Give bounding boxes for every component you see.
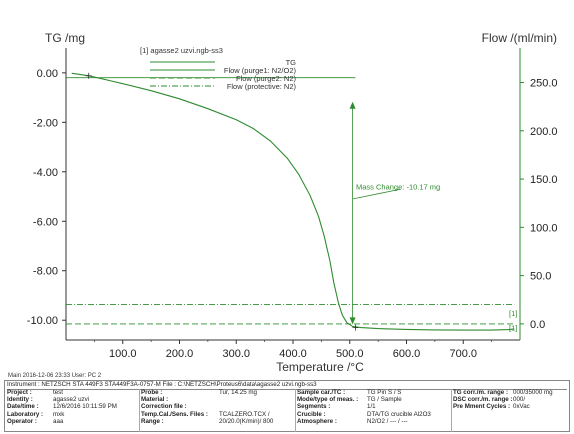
footer-key: Atmosphere :: [297, 417, 337, 425]
footer-line: Crucible : DTA/TG crucible Al2O3: [295, 411, 451, 418]
series-layer: [66, 72, 515, 331]
footer-value: DTA/TG crucible Al2O3: [367, 410, 431, 418]
info-footer: Instrument : NETZSCH STA 449F3 STA449F3A…: [4, 380, 570, 432]
footer-col-project: Project : test Identity : agasse2 uzvi Date/…: [5, 389, 140, 432]
y-right-tick-label: 0.0: [530, 319, 545, 331]
y-right-tick-label: 50.0: [530, 271, 551, 283]
footer-key: Range :: [141, 417, 164, 425]
annotations: Mass Change: -10.17 mg [1] [1]: [349, 101, 517, 333]
y-left-tick-label: 0.00: [37, 68, 58, 80]
footer-line: Pre Mment Cycles :0xVac: [451, 403, 569, 410]
footer-value: 20/20.0(K/min)/ 800: [219, 417, 274, 425]
footer-line: Sample car./TC : TG Pin S / S: [295, 389, 451, 396]
footer-value: 000/: [513, 396, 526, 404]
footer-line: Correction file :: [139, 403, 295, 410]
footer-key: Project :: [7, 389, 32, 396]
footer-value: agasse2 uzvi: [53, 396, 90, 404]
footer-line: Atmosphere : N2/O2 / --- / ---: [295, 418, 451, 425]
footer-key: Probe :: [141, 389, 163, 396]
legend-label: Flow (protective: N2): [227, 82, 297, 91]
footer-line: Date/time : 12/6/2016 10:11:59 PM: [5, 403, 139, 410]
y-left-axis-title: TG /mg: [45, 31, 85, 45]
footer-value: TCALZERO.TCX /: [219, 410, 270, 418]
footer-key: TG corr./m. range :: [453, 389, 509, 396]
footer-key: Laboratory :: [7, 410, 44, 418]
footer-line: TG corr./m. range : 000/35000 mg: [451, 389, 569, 396]
footer-key: DSC corr./m. range :: [453, 396, 513, 404]
x-tick-label: 300.0: [222, 348, 250, 360]
x-tick-label: 200.0: [166, 348, 194, 360]
footer-key: Pre Mment Cycles :: [453, 403, 511, 411]
arrow-head-down: [349, 317, 356, 325]
y-right-tick-label: 200.0: [530, 126, 558, 138]
instrument-row: Instrument : NETZSCH STA 449F3 STA449F3A…: [7, 381, 567, 390]
footer-line: Project : test: [5, 389, 139, 396]
footer-key: Date/time :: [7, 403, 39, 411]
ticks: 100.0 200.0 300.0 400.0 500.0 600.0 700.0 0.00 -…: [27, 68, 558, 360]
footer-line: Range : 20/20.0(K/min)/ 800: [139, 418, 295, 425]
footer-col-corr: TG corr./m. range : 000/35000 mg DSC corr.…: [451, 389, 569, 432]
y-right-tick-label: 250.0: [530, 78, 558, 90]
legend-label: TG: [286, 58, 297, 67]
footer-line: Probe : Tur, 14.25 mg: [139, 389, 295, 396]
x-tick-label: 500.0: [336, 348, 364, 360]
curve-tag-label: [1]: [509, 309, 517, 318]
x-tick-label: 400.0: [279, 348, 307, 360]
x-tick-label: 600.0: [393, 348, 421, 360]
series-line-1: [71, 72, 515, 331]
x-tick-label: 700.0: [449, 348, 477, 360]
y-right-tick-label: 150.0: [530, 174, 558, 186]
y-left-tick-label: -8.00: [33, 266, 58, 278]
main-label: Main 2016-12-06 23:33 User: PC 2: [8, 373, 102, 379]
footer-line: Laboratory : mxk: [5, 411, 139, 418]
footer-value: test: [53, 389, 63, 396]
mass-change-label: Mass Change: -10.17 mg: [356, 183, 440, 192]
x-tick-label: 100.0: [109, 348, 137, 360]
footer-value: TG / Sample: [367, 396, 402, 404]
curve-tag-label: [1]: [509, 324, 517, 333]
footer-line: Identity : agasse2 uzvi: [5, 396, 139, 403]
y-left-tick-label: -2.00: [33, 117, 58, 129]
tg-chart: 100.0 200.0 300.0 400.0 500.0 600.0 700.0 0.00 -…: [8, 31, 558, 379]
footer-value: TG Pin S / S: [367, 389, 402, 396]
footer-value: mxk: [53, 410, 65, 418]
footer-line: Temp.Cal./Sens. Files : TCALZERO.TCX /: [139, 411, 295, 418]
footer-key: Segments :: [297, 403, 331, 411]
footer-key: Temp.Cal./Sens. Files :: [141, 410, 208, 418]
footer-key: Mode/type of meas. :: [297, 396, 359, 404]
footer-col-probe: Probe : Tur, 14.25 mg Material : Correction…: [139, 389, 296, 432]
y-left-tick-label: -6.00: [33, 216, 58, 228]
footer-value: N2/O2 / --- / ---: [367, 417, 408, 425]
chart-title: [1] agasse2 uzvi.ngb-ss3: [140, 46, 223, 55]
footer-key: Identity :: [7, 396, 33, 404]
footer-value: 12/6/2016 10:11:59 PM: [53, 403, 117, 411]
footer-key: Operator :: [7, 417, 37, 425]
footer-line: Material :: [139, 396, 295, 403]
footer-line: DSC corr./m. range :000/: [451, 396, 569, 403]
footer-key: Correction file :: [141, 403, 187, 411]
arrow-head-up: [349, 101, 356, 109]
y-right-tick-label: 100.0: [530, 222, 558, 234]
footer-value: aaa: [53, 417, 64, 425]
footer-value: 1/1: [367, 403, 376, 411]
annotation-leader: [352, 188, 401, 200]
footer-col-sample: Sample car./TC : TG Pin S / S Mode/type of…: [295, 389, 452, 432]
footer-line: Segments : 1/1: [295, 403, 451, 410]
legend-label: Flow (purge2: N2): [236, 74, 297, 83]
footer-line: Operator : aaa: [5, 418, 139, 425]
footer-value: 0xVac: [513, 403, 530, 411]
y-left-tick-label: -4.00: [33, 167, 58, 179]
footer-key: Crucible :: [297, 410, 326, 418]
footer-value: 000/35000 mg: [513, 389, 553, 396]
legend-label: Flow (purge1: N2/O2): [224, 66, 297, 75]
footer-line: Mode/type of meas. : TG / Sample: [295, 396, 451, 403]
footer-key: Material :: [141, 396, 169, 404]
footer-key: Sample car./TC :: [297, 389, 346, 396]
y-left-tick-label: -10.00: [27, 315, 58, 327]
x-axis-title: Temperature /°C: [276, 360, 364, 374]
footer-value: Tur, 14.25 mg: [219, 389, 257, 396]
y-right-axis-title: Flow /(ml/min): [482, 31, 557, 45]
